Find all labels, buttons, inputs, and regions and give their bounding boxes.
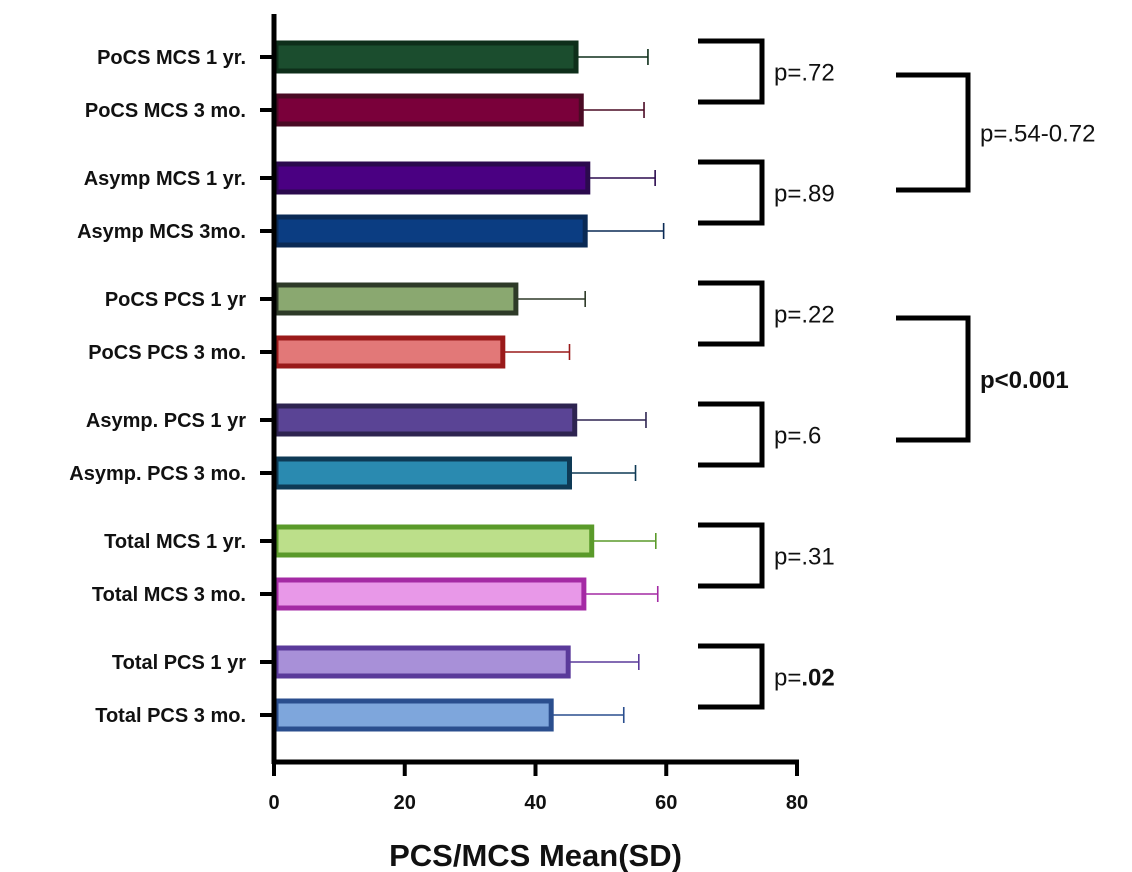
group-p-value-label: p<0.001 xyxy=(980,367,1069,394)
category-label: Total MCS 1 yr. xyxy=(104,531,246,553)
p-value-label: p=.6 xyxy=(774,423,821,450)
comparison-bracket xyxy=(698,643,765,710)
category-label: PoCS MCS 3 mo. xyxy=(85,100,246,122)
bar xyxy=(273,282,519,316)
group-comparison-bracket xyxy=(896,72,971,193)
category-label: PoCS PCS 1 yr xyxy=(105,289,246,311)
p-value-bold: .02 xyxy=(801,665,834,692)
p-value-label: p=.89 xyxy=(774,181,835,208)
x-tick-label: 80 xyxy=(786,792,808,814)
bar xyxy=(273,161,591,195)
category-label: Total PCS 1 yr xyxy=(112,652,246,674)
comparison-bracket xyxy=(698,159,765,226)
category-label: Total MCS 3 mo. xyxy=(92,584,246,606)
category-label: PoCS PCS 3 mo. xyxy=(88,342,246,364)
p-value-label: p=.72 xyxy=(774,60,835,87)
bar xyxy=(273,93,584,127)
bar xyxy=(273,456,572,490)
category-label: Asymp MCS 3mo. xyxy=(77,221,246,243)
bar xyxy=(273,403,578,437)
bar xyxy=(273,335,506,369)
category-label: Asymp MCS 1 yr. xyxy=(84,168,246,190)
p-value-prefix: p= xyxy=(774,665,801,692)
x-tick-label: 60 xyxy=(655,792,677,814)
bar xyxy=(273,577,587,611)
category-label: Asymp. PCS 3 mo. xyxy=(69,463,246,485)
comparison-bracket xyxy=(698,401,765,468)
group-comparison-bracket xyxy=(896,315,971,443)
x-tick-label: 20 xyxy=(394,792,416,814)
category-label: Asymp. PCS 1 yr xyxy=(86,410,246,432)
p-value-label: p=.31 xyxy=(774,544,835,571)
x-tick-label: 40 xyxy=(524,792,546,814)
category-label: PoCS MCS 1 yr. xyxy=(97,47,246,69)
bar xyxy=(273,524,595,558)
x-axis-title: PCS/MCS Mean(SD) xyxy=(389,838,682,872)
bar xyxy=(273,214,588,248)
bar xyxy=(273,645,571,679)
group-p-value-label: p=.54-0.72 xyxy=(980,121,1095,148)
comparison-bracket xyxy=(698,522,765,589)
category-label: Total PCS 3 mo. xyxy=(95,705,246,727)
bar xyxy=(273,40,579,74)
x-tick-label: 0 xyxy=(268,792,279,814)
p-value-label: p=.22 xyxy=(774,302,835,329)
comparison-bracket xyxy=(698,38,765,105)
p-value-label: p=.02 xyxy=(774,665,835,692)
bar xyxy=(273,698,554,732)
comparison-bracket xyxy=(698,280,765,347)
